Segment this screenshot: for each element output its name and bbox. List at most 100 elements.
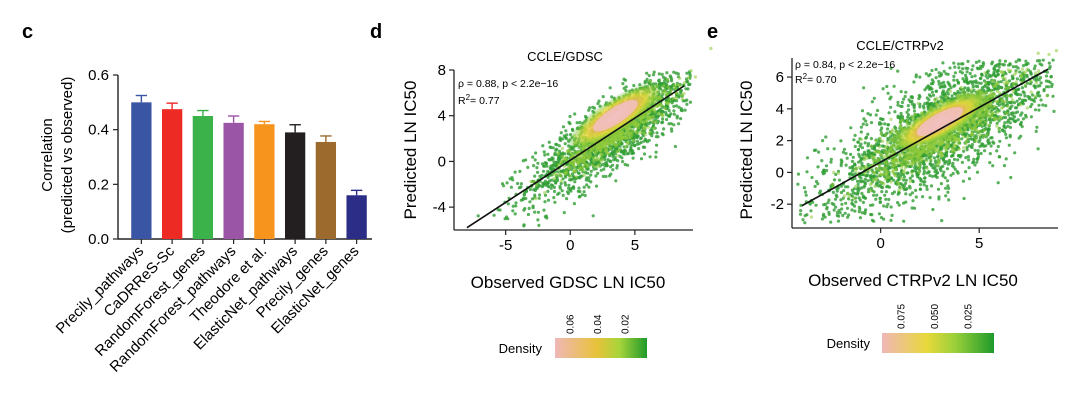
gdsc-point: [582, 165, 586, 169]
gdsc-point: [561, 193, 565, 197]
ctrp-point: [838, 211, 842, 215]
ctrp-point: [879, 185, 884, 189]
gdsc-point: [689, 69, 693, 73]
ctrp-point: [929, 82, 934, 86]
ctrp-point: [881, 87, 885, 91]
ctrp-point: [823, 215, 827, 219]
ctrp-point: [989, 90, 994, 94]
ctrp-point: [1033, 86, 1037, 90]
ctrp-point: [989, 144, 993, 148]
gdsc-point: [663, 106, 667, 111]
ctrp-point: [879, 128, 883, 132]
ctrp-point: [963, 80, 967, 84]
ctrp-point: [825, 207, 829, 211]
gdsc-point: [543, 215, 548, 219]
ctrp-point: [872, 193, 876, 197]
gdsc-point: [608, 146, 613, 150]
ctrp-point: [1021, 117, 1026, 121]
bar: [254, 124, 275, 239]
ctrp-point: [881, 154, 885, 159]
ctrp-point: [938, 85, 942, 89]
ctrp-point: [930, 90, 935, 94]
ctrp-point: [864, 208, 868, 212]
ctrp-point: [946, 72, 950, 76]
ctrp-point: [857, 160, 861, 164]
ctrp-point: [862, 86, 866, 90]
gdsc-point: [552, 185, 557, 189]
ctrp-point: [1030, 102, 1034, 106]
gdsc-point: [658, 102, 662, 107]
panel-letter-c: c: [22, 21, 33, 43]
gdsc-point: [556, 163, 560, 167]
gdsc-point: [585, 163, 590, 167]
ctrp-point: [1037, 90, 1041, 94]
ctrp-point: [940, 219, 944, 223]
ctrp-point: [896, 100, 900, 104]
gdsc-point: [545, 164, 549, 168]
ctrp-point: [892, 84, 896, 88]
ctrp-point: [1033, 64, 1037, 68]
gdsc-point: [560, 189, 564, 193]
gdsc-point: [564, 169, 568, 174]
ctrp-point: [965, 77, 969, 82]
ctrp-point: [896, 201, 900, 205]
gdsc-point: [623, 132, 627, 136]
ctrp-point: [996, 72, 1000, 76]
ctrp-point: [885, 141, 890, 145]
gdsc-point: [672, 70, 676, 74]
ctrp-point: [900, 100, 905, 105]
ctrp-point: [931, 163, 935, 167]
ctrp-point: [902, 175, 907, 179]
ctrp-point: [860, 211, 865, 215]
ctrp-point: [945, 179, 950, 183]
gdsc-point: [688, 100, 693, 104]
gdsc-point: [672, 112, 676, 116]
ctrp-point: [967, 166, 971, 170]
ctrp-point: [995, 110, 1000, 115]
gdsc-point: [643, 133, 648, 137]
ctrp-point: [858, 207, 862, 211]
ctrp-point: [832, 178, 837, 182]
ctrp-point: [847, 213, 851, 217]
gdsc-point: [536, 218, 540, 222]
ctrp-point: [1041, 103, 1045, 107]
ctrp-point: [999, 85, 1003, 90]
gdsc-point: [549, 183, 553, 187]
ctrp-point: [832, 208, 836, 212]
ctrp-point: [856, 182, 860, 186]
ctrp-point: [918, 105, 922, 109]
ctrp-point: [872, 96, 876, 100]
ctrp-point: [945, 160, 949, 164]
gdsc-point: [625, 152, 630, 156]
ctrp-point: [914, 195, 918, 199]
ctrp-point: [1010, 74, 1015, 78]
ctrp-point: [899, 90, 903, 94]
ctrp-point: [966, 59, 970, 64]
gdsc-point: [586, 167, 590, 171]
ctrp-point: [801, 218, 805, 222]
gdsc-point: [621, 82, 625, 86]
gdsc-point: [538, 193, 542, 197]
gdsc-point: [667, 122, 671, 126]
ctrp-point: [928, 174, 932, 178]
ctrp-point: [904, 181, 908, 185]
gdsc-point: [543, 193, 548, 197]
gdsc-point: [620, 156, 624, 160]
gdsc-point: [549, 186, 553, 190]
ctrp-point: [904, 178, 908, 182]
gdsc-point: [514, 201, 518, 205]
gdsc-point: [626, 132, 630, 136]
ctrp-point: [902, 201, 906, 205]
gdsc-point: [631, 128, 635, 133]
ctrp-point: [860, 146, 865, 150]
ctrp-point: [1016, 118, 1020, 122]
gdsc-point: [648, 155, 652, 159]
gdsc-point: [578, 194, 582, 198]
gdsc-point: [550, 178, 554, 182]
ctrp-point: [957, 66, 961, 70]
ctrp-point: [803, 190, 808, 194]
gdsc-point: [683, 108, 687, 112]
ctrp-point: [989, 121, 993, 125]
gdsc-colorbar-tick-label: 0.04: [593, 314, 604, 334]
ctrp-point: [1013, 151, 1017, 155]
